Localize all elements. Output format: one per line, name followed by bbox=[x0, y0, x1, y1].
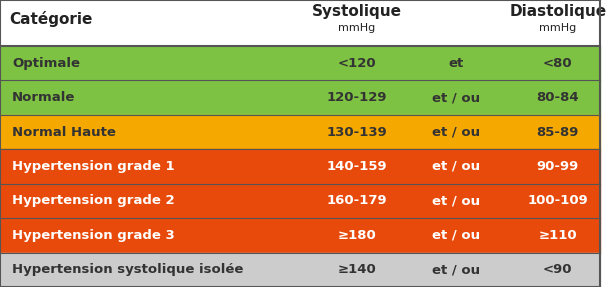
Bar bbox=[0, 149, 600, 184]
Text: 130-139: 130-139 bbox=[327, 125, 387, 139]
Text: ≥180: ≥180 bbox=[338, 229, 376, 242]
Text: 80-84: 80-84 bbox=[536, 91, 579, 104]
Text: et / ou: et / ou bbox=[432, 125, 480, 139]
Bar bbox=[0, 46, 600, 80]
Bar bbox=[0, 115, 600, 149]
Text: 120-129: 120-129 bbox=[327, 91, 387, 104]
Text: Catégorie: Catégorie bbox=[9, 11, 92, 28]
Text: 140-159: 140-159 bbox=[327, 160, 387, 173]
Text: <120: <120 bbox=[338, 57, 376, 70]
Text: Normal Haute: Normal Haute bbox=[12, 125, 116, 139]
Text: <80: <80 bbox=[543, 57, 573, 70]
Text: ≥140: ≥140 bbox=[338, 263, 376, 276]
Text: mmHg: mmHg bbox=[338, 23, 376, 33]
Text: et / ou: et / ou bbox=[432, 91, 480, 104]
Bar bbox=[0, 0, 600, 46]
Text: Hypertension grade 3: Hypertension grade 3 bbox=[12, 229, 175, 242]
Text: Systolique: Systolique bbox=[312, 4, 402, 19]
Bar bbox=[0, 253, 600, 287]
Text: mmHg: mmHg bbox=[539, 23, 576, 33]
Text: 85-89: 85-89 bbox=[537, 125, 579, 139]
Text: Hypertension systolique isolée: Hypertension systolique isolée bbox=[12, 263, 244, 276]
Bar bbox=[0, 218, 600, 253]
Text: et: et bbox=[448, 57, 464, 70]
Text: 160-179: 160-179 bbox=[327, 194, 387, 208]
Text: Hypertension grade 2: Hypertension grade 2 bbox=[12, 194, 175, 208]
Text: Hypertension grade 1: Hypertension grade 1 bbox=[12, 160, 175, 173]
Bar bbox=[0, 80, 600, 115]
Text: <90: <90 bbox=[543, 263, 573, 276]
Text: 100-109: 100-109 bbox=[528, 194, 588, 208]
Text: et / ou: et / ou bbox=[432, 194, 480, 208]
Text: Diastolique: Diastolique bbox=[509, 4, 606, 19]
Text: Normale: Normale bbox=[12, 91, 76, 104]
Text: et / ou: et / ou bbox=[432, 160, 480, 173]
Text: et / ou: et / ou bbox=[432, 229, 480, 242]
Text: et / ou: et / ou bbox=[432, 263, 480, 276]
Text: ≥110: ≥110 bbox=[539, 229, 577, 242]
Text: Optimale: Optimale bbox=[12, 57, 80, 70]
Bar bbox=[0, 184, 600, 218]
Text: 90-99: 90-99 bbox=[537, 160, 579, 173]
